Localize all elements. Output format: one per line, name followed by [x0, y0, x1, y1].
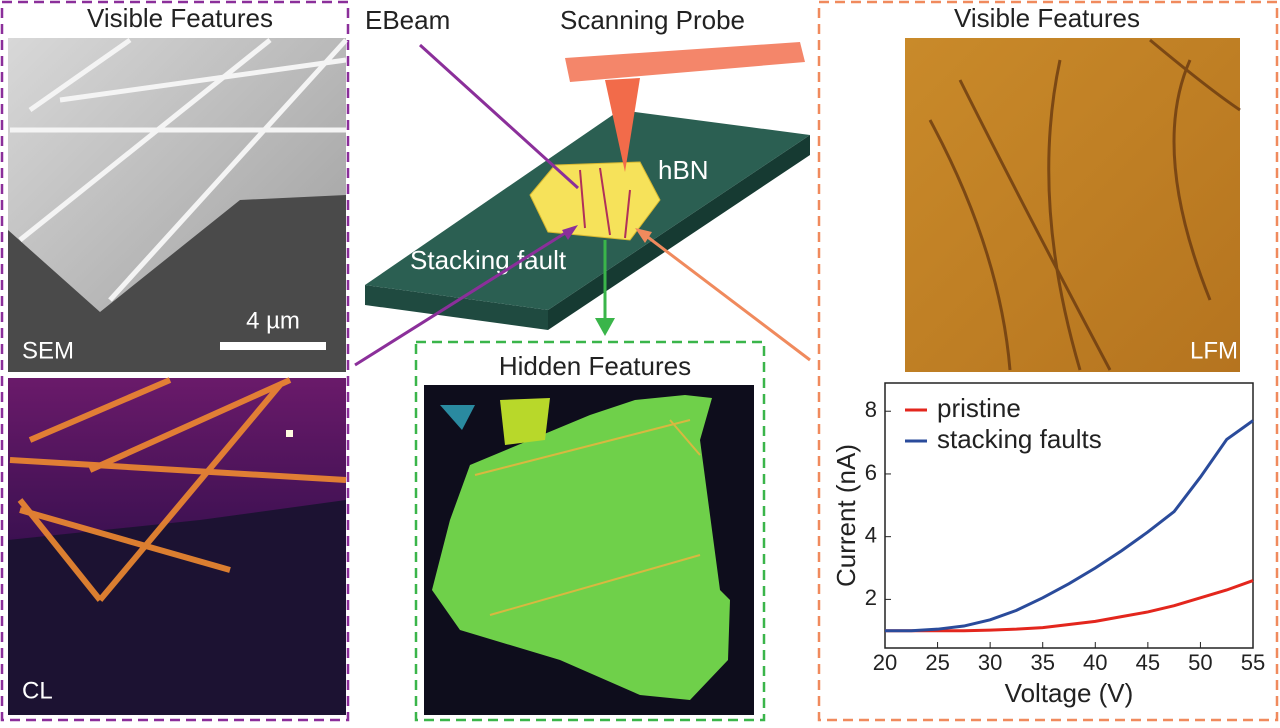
cl-substrate: [8, 500, 346, 715]
panel-title: Visible Features: [954, 3, 1140, 33]
hidden-flake: [440, 405, 475, 430]
sem-features: [10, 37, 348, 302]
diagram-label: EBeam: [365, 5, 450, 35]
x-tick-label: 50: [1188, 650, 1212, 675]
right-frame: [817, 0, 1279, 722]
sem-substrate: [8, 195, 346, 372]
hidden-faults: [474, 419, 701, 616]
cl-spot: [286, 430, 293, 437]
x-tick-label: 55: [1241, 650, 1265, 675]
slab-side: [548, 135, 810, 330]
arrow-head: [562, 225, 578, 240]
hidden-frame: [414, 340, 766, 722]
y-tick-label: 2: [865, 585, 877, 610]
diagram-label: Stacking fault: [410, 245, 567, 275]
arrow-head: [595, 318, 615, 336]
image-label: SEM: [22, 337, 74, 364]
legend-label: stacking faults: [937, 424, 1102, 454]
ebeam: [418, 43, 580, 190]
slab-side: [365, 285, 548, 330]
image-label: CL: [22, 677, 53, 704]
hidden-flake: [432, 395, 730, 700]
lfm-image: [905, 38, 1240, 372]
arrow: [644, 233, 811, 362]
plot-frame: [884, 382, 1254, 649]
y-tick-label: 4: [865, 522, 877, 547]
probe-tip: [605, 78, 640, 172]
x-tick-label: 20: [873, 650, 897, 675]
panel-title: Visible Features: [87, 3, 273, 33]
diagram-label: hBN: [658, 155, 709, 185]
left-frame: [0, 0, 350, 722]
y-tick-label: 6: [865, 460, 877, 485]
y-tick-label: 8: [865, 397, 877, 422]
y-axis-label: Current (nA): [831, 444, 861, 587]
scale-bar: [220, 342, 326, 350]
data-line: [885, 579, 1254, 633]
x-tick-label: 35: [1030, 650, 1054, 675]
legend-label: pristine: [937, 393, 1021, 423]
flake-faults: [579, 167, 631, 239]
cl-features: [9, 377, 347, 602]
scale-label: 4 µm: [246, 307, 300, 334]
hidden-flake: [500, 398, 550, 445]
x-tick-label: 25: [925, 650, 949, 675]
data-line: [885, 419, 1254, 633]
x-tick-label: 30: [978, 650, 1002, 675]
x-tick-label: 45: [1136, 650, 1160, 675]
x-tick-label: 40: [1083, 650, 1107, 675]
lfm-features: [928, 38, 1241, 371]
cantilever: [565, 42, 805, 82]
diagram-label: Scanning Probe: [560, 5, 745, 35]
arrow: [354, 228, 571, 367]
panel-title: Hidden Features: [499, 351, 691, 381]
x-axis-label: Voltage (V): [1005, 678, 1134, 708]
image-label: LFM: [1190, 337, 1238, 364]
arrow-head: [635, 228, 652, 243]
